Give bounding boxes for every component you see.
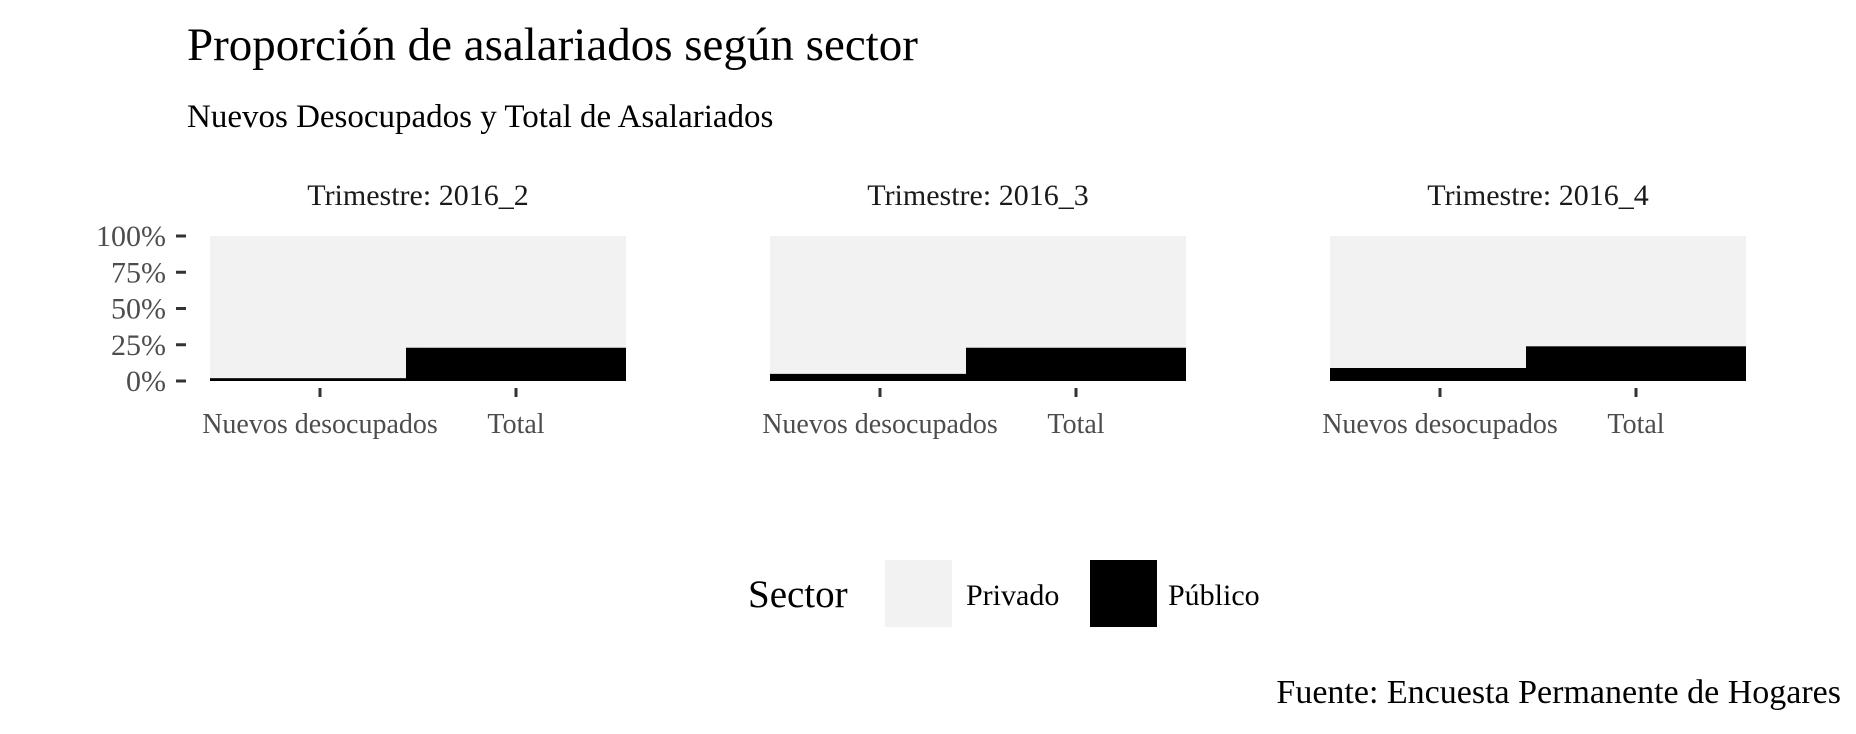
bar-privado-nuevos-desocupados: [1330, 236, 1550, 368]
bar-publico-nuevos-desocupados: [210, 378, 430, 381]
legend-key-privado: [885, 560, 952, 627]
facet-strip-label: Trimestre: 2016_4: [1427, 179, 1648, 212]
bar-privado-total: [966, 236, 1186, 348]
bar-privado-total: [406, 236, 626, 348]
bar-privado-nuevos-desocupados: [210, 236, 430, 379]
facet-strip-label: Trimestre: 2016_3: [867, 179, 1088, 212]
bar-privado-nuevos-desocupados: [770, 236, 990, 374]
bar-publico-nuevos-desocupados: [1330, 367, 1550, 381]
chart-title: Proporción de asalariados según sector: [187, 19, 918, 71]
y-tick-label: 25%: [111, 329, 166, 362]
bar-publico-total: [406, 347, 626, 381]
legend-label-publico: Público: [1168, 579, 1260, 612]
facet-panel-1: Trimestre: 2016_2 Nuevos desocupados Total: [202, 179, 626, 440]
y-tick-label: 100%: [96, 220, 166, 253]
x-tick-label: Nuevos desocupados: [202, 409, 438, 440]
bar-publico-total: [966, 347, 1186, 381]
y-tick-label: 50%: [111, 293, 166, 326]
x-tick-label: Nuevos desocupados: [1322, 409, 1558, 440]
legend-label-privado: Privado: [966, 579, 1059, 612]
x-tick-label: Nuevos desocupados: [762, 409, 998, 440]
chart-caption: Fuente: Encuesta Permanente de Hogares: [1276, 674, 1841, 711]
y-tick-label: 0%: [126, 365, 166, 398]
facets-layer: Trimestre: 2016_2 Nuevos desocupados Total…: [202, 179, 1746, 440]
legend-key-publico: [1090, 560, 1157, 627]
bar-privado-total: [1526, 236, 1746, 347]
facet-strip-label: Trimestre: 2016_2: [307, 179, 528, 212]
legend-title: Sector: [748, 573, 848, 616]
legend: Sector Privado Público: [748, 560, 1260, 627]
facet-panel-2: Trimestre: 2016_3 Nuevos desocupados Total: [762, 179, 1186, 440]
x-tick-label: Total: [1047, 409, 1104, 440]
facet-panel-3: Trimestre: 2016_4 Nuevos desocupados Total: [1322, 179, 1746, 440]
y-tick-label: 75%: [111, 256, 166, 289]
bar-publico-total: [1526, 346, 1746, 381]
bar-publico-nuevos-desocupados: [770, 373, 990, 381]
y-axis: 0%25%50% 75%100%: [96, 220, 186, 398]
x-tick-label: Total: [1607, 409, 1664, 440]
x-tick-label: Total: [487, 409, 544, 440]
chart-subtitle: Nuevos Desocupados y Total de Asalariado…: [187, 99, 773, 135]
